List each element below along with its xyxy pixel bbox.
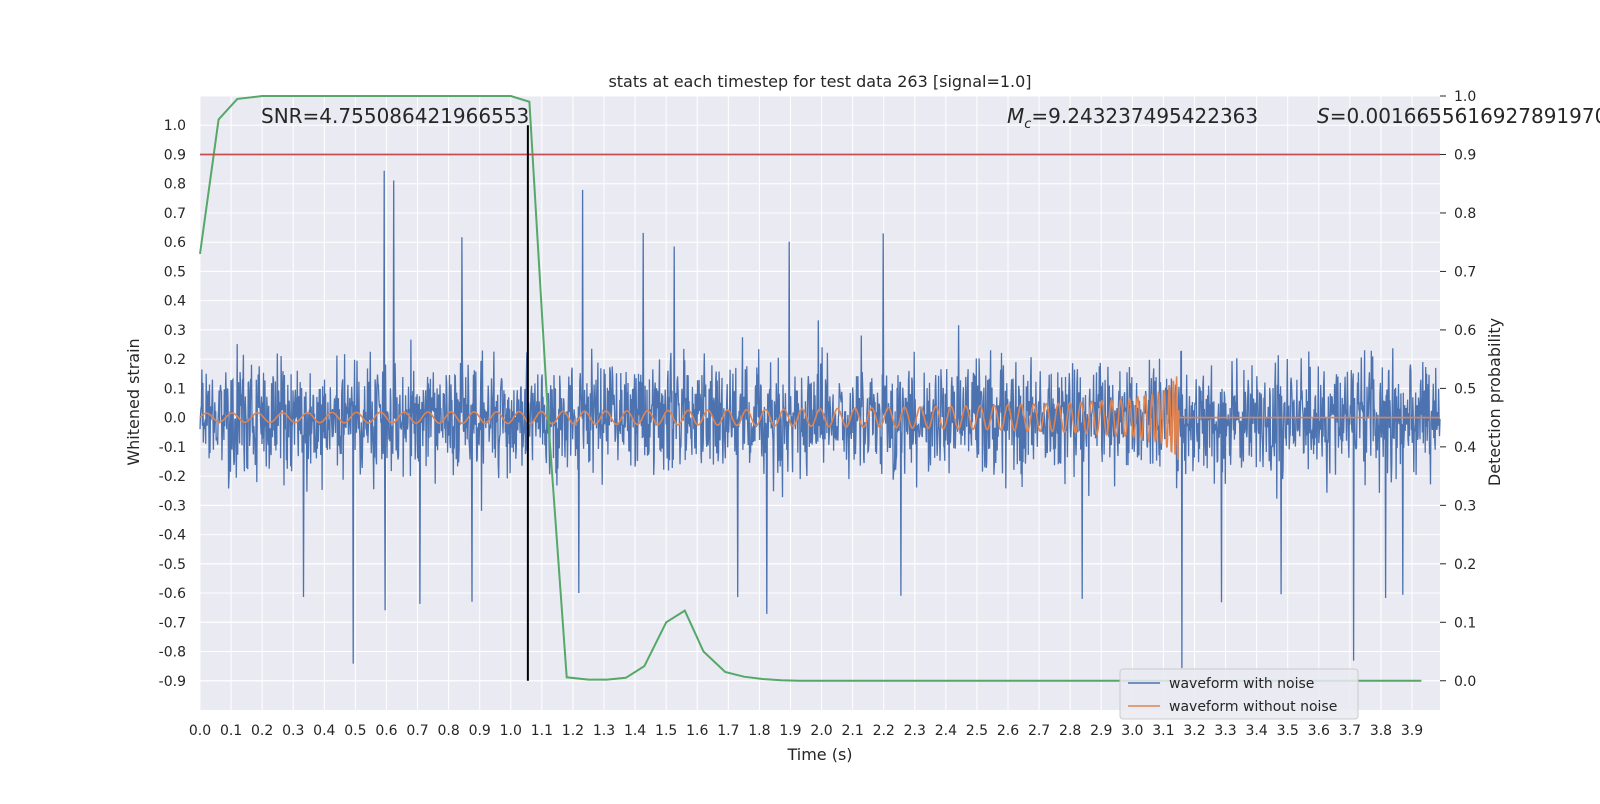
y2-tick-label: 0.7 [1454,264,1476,280]
y-tick-label: -0.9 [159,674,186,690]
series-detection-probability [199,95,1422,682]
x-tick-label: 0.8 [437,723,459,739]
y2-tick-label: 0.0 [1454,674,1476,690]
y-tick-label: 0.5 [164,264,186,280]
legend-label-clean: waveform without noise [1169,699,1337,715]
series-waveform-without-noise [199,376,1440,460]
x-tick-label: 0.5 [344,723,366,739]
series-waveform-with-noise [199,170,1441,669]
y-tick-labels: 1.0 0.9 0.8 0.7 0.6 0.5 0.4 0.3 0.2 0.1 0.0 -0.1 -0.… [159,118,186,690]
y-axis-label: Whitened strain [124,338,143,465]
snr-annotation: SNR=4.755086421966553 [261,104,529,128]
x-tick-label: 0.4 [313,723,335,739]
x-axis-label: Time (s) [786,745,852,764]
y2-axis-label: Detection probability [1485,318,1504,486]
x-tick-label: 3.4 [1246,723,1268,739]
x-tick-label: 0.3 [282,723,304,739]
y-tick-label: 0.0 [164,411,186,427]
x-tick-label: 0.6 [375,723,397,739]
y-tick-label: -0.7 [159,615,186,631]
y-tick-label: 0.4 [164,294,186,310]
x-tick-label: 3.9 [1401,723,1423,739]
reference-lines [200,125,1440,681]
x-tick-label: 1.6 [686,723,708,739]
y-tick-label: 0.8 [164,177,186,193]
x-tick-label: 1.5 [655,723,677,739]
x-tick-label: 2.8 [1059,723,1081,739]
x-tick-label: 1.2 [562,723,584,739]
x-tick-label: 1.4 [624,723,646,739]
y-tick-label: 0.1 [164,381,186,397]
x-tick-label: 1.0 [500,723,522,739]
y-tick-label: -0.6 [159,586,186,602]
x-tick-labels: 0.0 0.1 0.2 0.3 0.4 0.5 0.6 0.7 0.8 0.9 1.0 1.1 1.2 1… [189,723,1423,739]
x-tick-label: 2.0 [810,723,832,739]
chart-title: stats at each timestep for test data 263… [608,72,1031,91]
x-tick-label: 2.1 [841,723,863,739]
noise-trace [199,170,1441,669]
y-tick-label: 1.0 [164,118,186,134]
y2-tick-label: 0.6 [1454,323,1476,339]
y2-tick-labels: 1.0 0.9 0.8 0.7 0.6 0.5 0.4 0.3 0.2 0.1 0.0 [1454,89,1476,690]
y-tick-label: -0.4 [159,528,186,544]
probability-trace [199,95,1422,682]
x-tick-label: 3.6 [1308,723,1330,739]
x-tick-label: 1.1 [531,723,553,739]
y2-tick-label: 0.4 [1454,440,1476,456]
y2-tick-label: 1.0 [1454,89,1476,105]
y-tick-label: 0.9 [164,147,186,163]
x-tick-label: 1.3 [593,723,615,739]
x-tick-label: 2.9 [1090,723,1112,739]
x-tick-label: 3.8 [1370,723,1392,739]
s-symbol: S [1317,104,1330,128]
x-tick-label: 3.1 [1152,723,1174,739]
y-tick-label: -0.5 [159,557,186,573]
x-tick-label: 1.9 [779,723,801,739]
x-tick-label: 1.7 [717,723,739,739]
clean-trace [199,376,1440,460]
y-tick-label: -0.1 [159,440,186,456]
x-tick-label: 1.8 [748,723,770,739]
y2-tick-label: 0.5 [1454,381,1476,397]
legend: waveform with noise waveform without noi… [1119,668,1359,720]
x-tick-label: 0.9 [469,723,491,739]
x-tick-label: 2.5 [966,723,988,739]
legend-box [1119,668,1359,720]
y2-tick-label: 0.2 [1454,557,1476,573]
x-tick-label: 2.3 [904,723,926,739]
y-tick-label: 0.2 [164,352,186,368]
chirp-mass-value: =9.243237495422363 [1031,104,1258,128]
chirp-mass-annotation: Mc=9.243237495422363 [1007,104,1258,132]
y2-tick-label: 0.3 [1454,498,1476,514]
y2-tick-label: 0.9 [1454,147,1476,163]
s-value: =0.0016655616927891970 [1330,104,1600,128]
x-tick-label: 3.3 [1214,723,1236,739]
x-tick-label: 2.2 [873,723,895,739]
x-tick-label: 0.0 [189,723,211,739]
y-tick-label: -0.3 [159,498,186,514]
y-tick-label: 0.6 [164,235,186,251]
x-tick-label: 3.7 [1339,723,1361,739]
legend-label-noise: waveform with noise [1169,676,1314,692]
s-annotation: S=0.0016655616927891970 [1317,104,1600,128]
chirp-mass-symbol: M [1007,104,1024,128]
x-tick-label: 0.1 [220,723,242,739]
y2-tick-label: 0.8 [1454,206,1476,222]
y-tick-label: -0.8 [159,645,186,661]
x-tick-label: 2.7 [1028,723,1050,739]
y-tick-label: 0.3 [164,323,186,339]
x-tick-label: 3.5 [1277,723,1299,739]
chirp-mass-subscript: c [1024,117,1031,132]
x-tick-label: 2.4 [935,723,957,739]
y2-tick-label: 0.1 [1454,615,1476,631]
x-tick-label: 3.2 [1183,723,1205,739]
x-tick-label: 2.6 [997,723,1019,739]
x-tick-label: 3.0 [1121,723,1143,739]
y-tick-label: 0.7 [164,206,186,222]
y-tick-label: -0.2 [159,469,186,485]
x-tick-label: 0.2 [251,723,273,739]
x-tick-label: 0.7 [406,723,428,739]
